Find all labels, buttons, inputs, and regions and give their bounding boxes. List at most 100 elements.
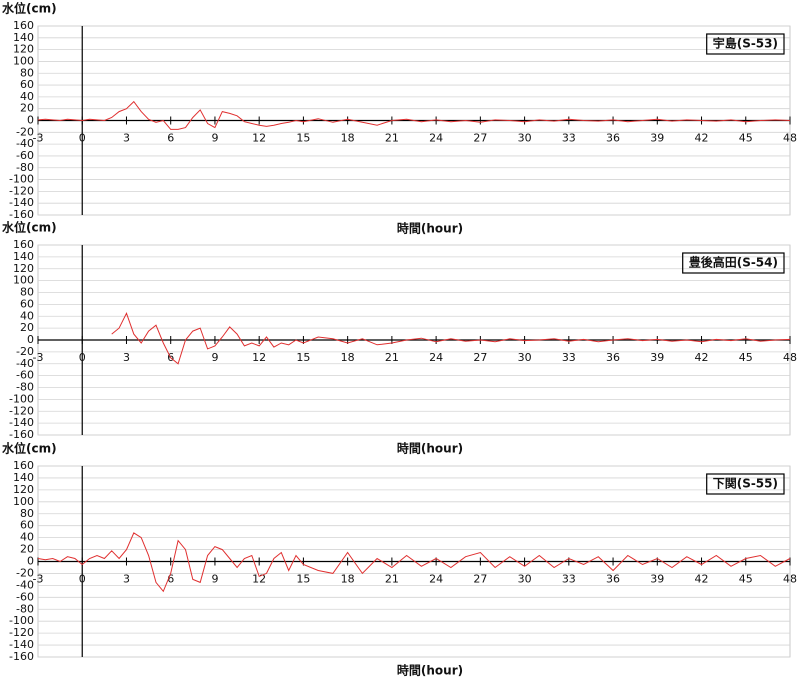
y-tick-label: -120: [9, 184, 34, 197]
y-tick-label: 60: [20, 519, 34, 532]
y-tick-label: -60: [16, 590, 34, 603]
legend-label: 豊後高田(S-54): [689, 255, 778, 270]
y-tick-label: 60: [20, 297, 34, 310]
x-tick-label: 36: [606, 351, 620, 364]
y-tick-label: -100: [9, 392, 34, 405]
y-tick-label: -160: [9, 208, 34, 221]
x-tick-label: 39: [650, 351, 664, 364]
y-tick-label: -160: [9, 650, 34, 663]
x-tick-label: 30: [518, 132, 532, 145]
x-axis-label: 時間(hour): [397, 663, 463, 678]
y-tick-label: 120: [13, 43, 34, 56]
x-tick-label: -3: [33, 132, 44, 145]
y-tick-label: -120: [9, 626, 34, 639]
legend-label: 宇島(S-53): [713, 36, 778, 51]
x-tick-label: 45: [739, 573, 753, 586]
y-tick-label: 100: [13, 274, 34, 287]
y-tick-label: -140: [9, 196, 34, 209]
y-tick-label: -80: [16, 161, 34, 174]
x-tick-label: 12: [252, 132, 266, 145]
y-tick-label: -40: [16, 578, 34, 591]
y-tick-label: 40: [20, 90, 34, 103]
x-tick-label: 6: [167, 132, 174, 145]
y-tick-label: 140: [13, 31, 34, 44]
x-tick-label: 36: [606, 573, 620, 586]
x-tick-label: 42: [695, 132, 709, 145]
y-tick-label: 0: [27, 555, 34, 568]
x-tick-label: 39: [650, 132, 664, 145]
x-tick-label: 9: [211, 573, 218, 586]
y-tick-label: -60: [16, 369, 34, 382]
y-tick-label: 60: [20, 78, 34, 91]
x-tick-label: 27: [473, 351, 487, 364]
x-tick-label: 39: [650, 573, 664, 586]
y-tick-label: 160: [13, 238, 34, 251]
x-tick-label: 3: [123, 132, 130, 145]
x-tick-label: 0: [79, 351, 86, 364]
x-tick-label: 21: [385, 132, 399, 145]
y-tick-label: 40: [20, 309, 34, 322]
x-tick-label: 15: [296, 132, 310, 145]
x-tick-label: 27: [473, 132, 487, 145]
x-tick-label: 42: [695, 351, 709, 364]
y-tick-label: -40: [16, 357, 34, 370]
x-tick-label: 12: [252, 351, 266, 364]
x-tick-label: 42: [695, 573, 709, 586]
y-tick-label: -20: [16, 566, 34, 579]
x-tick-label: 33: [562, 351, 576, 364]
x-tick-label: 24: [429, 573, 443, 586]
y-tick-label: -120: [9, 404, 34, 417]
data-line: [37, 100, 791, 130]
x-tick-label: 30: [518, 351, 532, 364]
y-tick-label: 80: [20, 286, 34, 299]
y-tick-label: 120: [13, 262, 34, 275]
x-tick-label: 12: [252, 573, 266, 586]
x-axis-label: 時間(hour): [397, 221, 463, 236]
y-tick-label: -20: [16, 125, 34, 138]
legend-label: 下関(S-55): [713, 477, 778, 491]
y-axis-label: 水位(cm): [2, 441, 57, 456]
y-tick-label: 0: [27, 114, 34, 127]
x-tick-label: 0: [79, 573, 86, 586]
y-tick-label: 20: [20, 321, 34, 334]
y-tick-label: 20: [20, 543, 34, 556]
legend-box: [706, 473, 785, 495]
x-tick-label: 15: [296, 351, 310, 364]
x-tick-label: 33: [562, 573, 576, 586]
x-tick-label: -3: [33, 351, 44, 364]
y-tick-label: 140: [13, 250, 34, 263]
y-tick-label: -100: [9, 614, 34, 627]
x-tick-label: 9: [211, 132, 218, 145]
y-tick-label: 140: [13, 471, 34, 484]
x-tick-label: 9: [211, 351, 218, 364]
x-tick-label: 27: [473, 573, 487, 586]
y-axis-label: 水位(cm): [2, 220, 57, 235]
legend-box: [706, 33, 785, 55]
y-tick-label: -140: [9, 416, 34, 429]
x-tick-label: 45: [739, 351, 753, 364]
x-tick-label: 15: [296, 573, 310, 586]
x-tick-label: 21: [385, 351, 399, 364]
x-tick-label: 3: [123, 573, 130, 586]
y-tick-label: 80: [20, 507, 34, 520]
x-tick-label: 30: [518, 573, 532, 586]
x-tick-label: -3: [33, 573, 44, 586]
y-tick-label: -20: [16, 345, 34, 358]
y-tick-label: -80: [16, 602, 34, 615]
data-line: [37, 532, 791, 593]
y-tick-label: -160: [9, 428, 34, 441]
y-tick-label: -80: [16, 381, 34, 394]
y-tick-label: 100: [13, 495, 34, 508]
y-tick-label: 40: [20, 531, 34, 544]
y-axis-label: 水位(cm): [2, 1, 57, 16]
x-tick-label: 48: [783, 573, 797, 586]
x-tick-label: 24: [429, 132, 443, 145]
legend-box: [682, 252, 785, 274]
x-tick-label: 48: [783, 351, 797, 364]
x-axis-label: 時間(hour): [397, 441, 463, 456]
data-line: [111, 312, 791, 365]
y-tick-label: -60: [16, 149, 34, 162]
x-tick-label: 0: [79, 132, 86, 145]
y-tick-label: 160: [13, 19, 34, 32]
